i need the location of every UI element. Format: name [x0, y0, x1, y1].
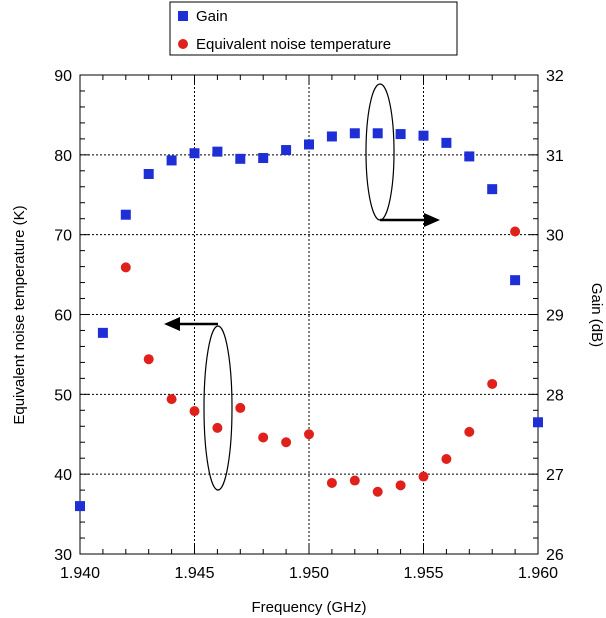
y-right-tick-label: 29 [546, 308, 564, 325]
gain-point [349, 128, 360, 139]
y-right-tick-labels: 26 27 28 29 30 31 32 [546, 68, 564, 564]
x-tick-label: 1.945 [174, 565, 214, 582]
gain-point [120, 209, 131, 220]
data-marks [75, 128, 543, 512]
gridlines [80, 75, 538, 554]
noise-temperature-point [418, 471, 429, 482]
gain-point [372, 128, 383, 139]
gain-point [441, 137, 452, 148]
noise-temperature-point [487, 378, 498, 389]
annotation-noise-axis [164, 317, 233, 491]
noise-temperature-point [304, 429, 314, 440]
legend-gain-label: Gain [196, 8, 228, 25]
y-left-tick-labels: 30 40 50 60 70 80 90 [54, 68, 72, 564]
x-tick-label: 1.960 [518, 565, 558, 582]
noise-temperature-point [281, 437, 292, 448]
left-arrow-icon [164, 317, 180, 331]
legend-noise-marker [178, 39, 188, 49]
gain-point [143, 168, 154, 179]
noise-temperature-point [326, 477, 337, 488]
gain-point [418, 130, 429, 141]
annotation-gain-axis [365, 83, 440, 227]
y-right-tick-label: 28 [546, 387, 564, 404]
gain-point [304, 139, 314, 150]
gain-point [510, 275, 521, 286]
plot-frame [79, 74, 539, 555]
noise-temperature-point [189, 406, 200, 417]
y-left-axis-title: Equivalent noise temperature (K) [11, 205, 28, 424]
x-axis-title: Frequency (GHz) [251, 599, 366, 616]
noise-temperature-point [258, 432, 269, 443]
noise-group-ellipse [203, 325, 233, 491]
gain-point [189, 148, 200, 159]
gain-point [326, 131, 337, 142]
noise-temperature-point [212, 422, 223, 433]
noise-temperature-point [464, 426, 475, 437]
gain-point [258, 153, 269, 164]
legend-noise-label: Equivalent noise temperature [196, 36, 391, 53]
gain-point [166, 155, 177, 166]
y-right-tick-label: 30 [546, 228, 564, 245]
noise-temperature-point [372, 486, 383, 497]
y-left-tick-label: 80 [54, 148, 72, 165]
gain-point [212, 146, 223, 157]
noise-temperature-point [441, 453, 452, 464]
gain-point [487, 184, 498, 195]
x-tick-label: 1.950 [289, 565, 329, 582]
gain-group-ellipse [365, 83, 395, 221]
y-left-tick-label: 30 [54, 547, 72, 564]
y-left-tick-label: 60 [54, 308, 72, 325]
x-tick-label: 1.955 [403, 565, 443, 582]
y-left-tick-label: 50 [54, 387, 72, 404]
legend-gain-marker [178, 11, 188, 21]
gain-point [235, 153, 246, 164]
noise-temperature-point [349, 475, 360, 486]
x-tick-label: 1.940 [60, 565, 100, 582]
right-arrow-icon [424, 213, 440, 227]
y-right-tick-label: 27 [546, 467, 564, 484]
x-tick-labels: 1.940 1.945 1.950 1.955 1.960 [60, 565, 558, 582]
noise-temperature-point [143, 354, 154, 365]
noise-temperature-point [166, 394, 177, 405]
gain-point [464, 151, 475, 162]
noise-temperature-point [395, 480, 406, 491]
y-left-tick-label: 40 [54, 467, 72, 484]
legend: Gain Equivalent noise temperature [169, 1, 458, 56]
noise-temperature-point [235, 402, 246, 413]
y-right-axis-title: Gain (dB) [588, 283, 605, 347]
gain-point [281, 145, 292, 156]
y-left-tick-label: 90 [54, 68, 72, 85]
y-right-tick-label: 31 [546, 148, 564, 165]
gain-point [533, 417, 543, 428]
y-right-tick-label: 32 [546, 68, 564, 85]
noise-temperature-point [510, 226, 521, 237]
noise-temperature-point [120, 262, 131, 273]
gain-point [395, 129, 406, 140]
legend-box [169, 1, 458, 56]
gain-point [75, 501, 85, 512]
y-right-tick-label: 26 [546, 547, 564, 564]
gain-point [97, 327, 108, 338]
y-left-tick-label: 70 [54, 228, 72, 245]
